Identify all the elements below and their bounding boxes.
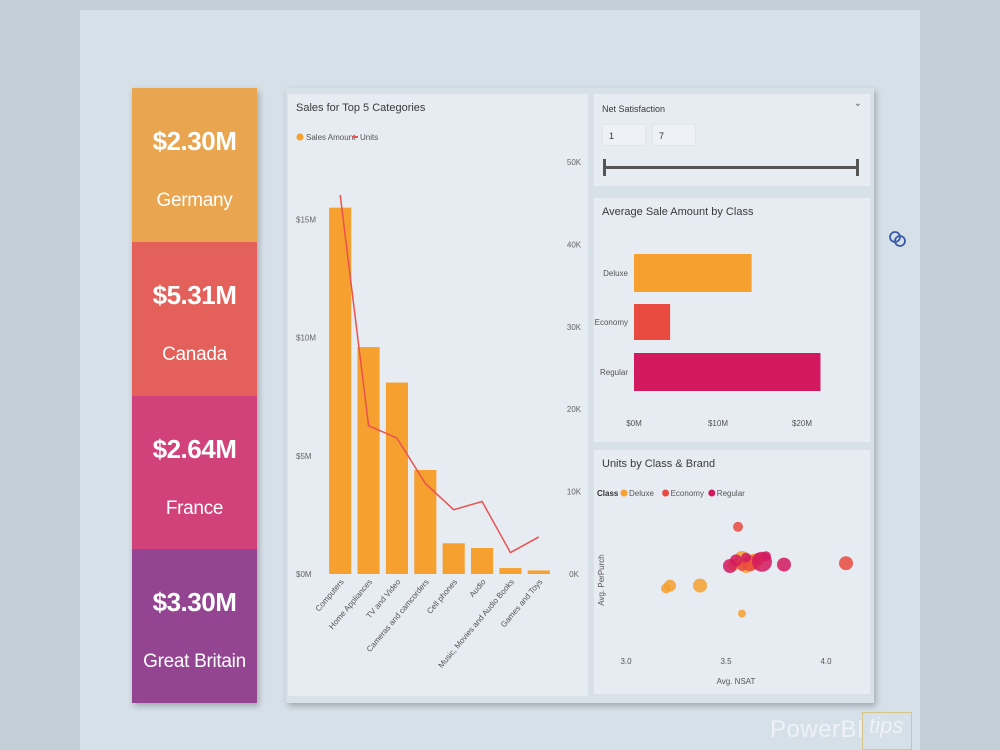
- legend-dot: [662, 489, 670, 497]
- bar-economy: [634, 304, 671, 340]
- scatter-point: [761, 551, 771, 562]
- kpi-stack: $2.30M Germany $5.31M Canada $2.64M Fran…: [132, 88, 257, 703]
- y2-tick-label: 0K: [569, 570, 579, 579]
- y-tick-label: Regular: [600, 368, 628, 377]
- brand-watermark-box: tips: [862, 712, 912, 750]
- slicer-handle-left[interactable]: [603, 159, 606, 176]
- y2-tick-label: 30K: [567, 323, 582, 332]
- scatter-point: [730, 554, 742, 567]
- units-scatter-tile[interactable]: Units by Class & Brand Class Deluxe Econom…: [594, 450, 870, 694]
- legend-dot: [620, 489, 628, 497]
- kpi-card-canada[interactable]: $5.31M Canada: [132, 241, 257, 396]
- sales-chart-title: Sales for Top 5 Categories: [296, 102, 426, 114]
- y-tick-label: $10M: [296, 334, 316, 343]
- kpi-value: $3.30M: [152, 587, 237, 618]
- scatter-point: [777, 557, 791, 572]
- slicer-title: Net Satisfaction: [602, 104, 666, 114]
- kpi-card-great-britain[interactable]: $3.30M Great Britain: [132, 549, 257, 703]
- kpi-label: Canada: [162, 343, 227, 365]
- kpi-label: France: [165, 497, 224, 519]
- scatter-point: [664, 579, 676, 592]
- kpi-value: $5.31M: [152, 279, 237, 310]
- y-tick-label: Deluxe: [603, 269, 628, 278]
- sales-chart-tile[interactable]: Sales for Top 5 Categories Sales Amount U…: [288, 94, 588, 696]
- x-axis-label: Avg. NSAT: [717, 677, 756, 686]
- kpi-label: Germany: [156, 190, 233, 211]
- kpi-value: $2.30M: [152, 126, 237, 156]
- y2-tick-label: 10K: [567, 488, 582, 497]
- units-scatter-chart: Class Deluxe Economy Regular 3.0 3.5 4.0 Avg. N…: [597, 489, 853, 686]
- report-panel: Sales for Top 5 Categories Sales Amount U…: [286, 88, 874, 703]
- kpi-card-france[interactable]: $2.64M France: [132, 395, 257, 550]
- sales-chart: Sales Amount Units $0M $5M $10M $15M 0K 10K 20K 3…: [296, 133, 582, 670]
- legend-label: Regular: [717, 489, 745, 498]
- x-tick-label: 3.5: [720, 657, 732, 666]
- y2-tick-label: 50K: [567, 158, 582, 167]
- slicer-min-input[interactable]: 1: [602, 124, 646, 146]
- scatter-point: [741, 552, 751, 563]
- x-tick-label: Audio: [468, 577, 488, 599]
- x-tick-label: $10M: [708, 419, 728, 428]
- avg-sale-chart-tile[interactable]: Average Sale Amount by Class Deluxe Econo…: [594, 198, 870, 442]
- bar-sales-amount: [414, 470, 437, 574]
- legend-label-units: Units: [360, 133, 378, 142]
- legend-label-sales-amount: Sales Amount: [306, 133, 356, 142]
- bar-sales-amount: [329, 207, 352, 574]
- avg-sale-chart: Deluxe Economy Regular $0M $10M $20M: [595, 254, 821, 428]
- slicer-max-input[interactable]: 7: [652, 124, 696, 146]
- y-tick-label: $0M: [296, 570, 312, 579]
- y-axis-label: Avg. PerPurch: [597, 554, 606, 605]
- x-tick-label: 4.0: [820, 657, 832, 666]
- bar-sales-amount: [385, 382, 409, 574]
- avg-sale-chart-title: Average Sale Amount by Class: [602, 206, 754, 218]
- legend-title: Class: [597, 489, 619, 498]
- slicer-handle-right[interactable]: [856, 159, 859, 176]
- scatter-point: [839, 556, 853, 571]
- bar-regular: [634, 353, 821, 391]
- chevron-down-icon[interactable]: ⌄: [853, 98, 862, 109]
- scatter-point: [733, 521, 743, 532]
- brand-watermark: PowerBI: [770, 716, 865, 743]
- net-satisfaction-slicer[interactable]: Net Satisfaction ⌄ 1 7: [594, 94, 870, 186]
- x-tick-label: 3.0: [620, 657, 632, 666]
- x-tick-label: $0M: [626, 419, 642, 428]
- legend-dot-sales-amount: [296, 133, 304, 141]
- x-tick-label: $20M: [792, 419, 812, 428]
- bar-deluxe: [634, 254, 752, 292]
- bar-sales-amount: [357, 347, 380, 574]
- scatter-point: [738, 609, 746, 618]
- legend-dot: [708, 489, 716, 497]
- kpi-label: Great Britain: [143, 651, 246, 673]
- legend-label: Economy: [671, 489, 704, 498]
- units-scatter-title: Units by Class & Brand: [602, 458, 716, 470]
- link-icon[interactable]: [887, 228, 909, 255]
- y2-tick-label: 40K: [567, 240, 582, 249]
- line-units: [339, 194, 540, 554]
- y-tick-label: $5M: [296, 452, 312, 461]
- legend-label: Deluxe: [629, 489, 654, 498]
- y-tick-label: Economy: [595, 318, 628, 327]
- scatter-point: [693, 578, 707, 593]
- y-tick-label: $15M: [296, 215, 316, 224]
- bar-sales-amount: [527, 570, 550, 574]
- kpi-card-germany[interactable]: $2.30M Germany: [132, 88, 257, 242]
- slicer-track[interactable]: [604, 166, 858, 169]
- y2-tick-label: 20K: [567, 405, 582, 414]
- bar-sales-amount: [442, 543, 465, 574]
- bar-sales-amount: [499, 568, 522, 574]
- bar-sales-amount: [470, 548, 494, 574]
- kpi-value: $2.64M: [152, 433, 237, 464]
